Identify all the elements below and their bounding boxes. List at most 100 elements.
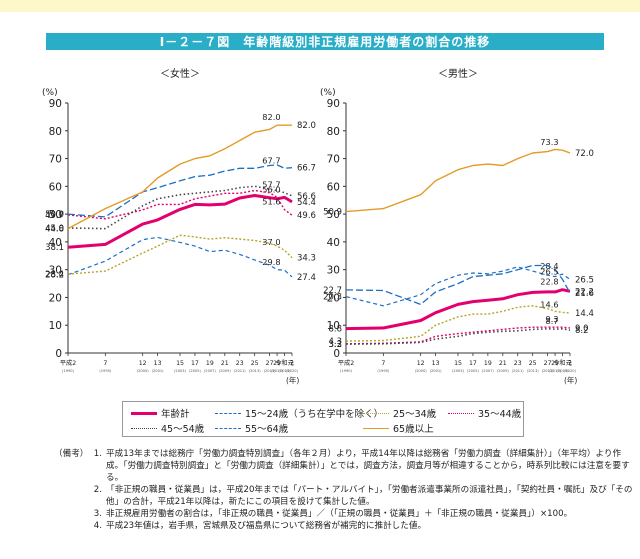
panel1-series-line-5 <box>345 264 571 306</box>
panel0-x-tick-label: 17 <box>191 360 199 367</box>
panel1-series-line-0 <box>345 288 571 331</box>
note-head <box>54 484 88 508</box>
note-text: 平成13年までは総務庁「労働力調査特別調査」（各年２月）より，平成14年以降は総… <box>106 449 630 483</box>
panel0-y-tick-label: 50 <box>49 209 62 221</box>
panel0-series-line-4 <box>67 185 293 230</box>
panel0-series-line-2 <box>67 234 293 275</box>
panel1-x-tick-label: 13 <box>432 360 440 367</box>
panel1-y-tick-label: 90 <box>327 98 340 110</box>
panel1-x-tick-label: 29 <box>551 360 559 367</box>
panel0-series-mid-label-6: 82.0 <box>262 112 280 122</box>
panel0-x-tick-label: 15 <box>176 360 184 367</box>
panel0-y-tick-label: 40 <box>49 237 62 249</box>
panel1-series-end-label-3: 9.0 <box>575 324 589 334</box>
panel0-series-start-label-4: 45.0 <box>45 224 64 234</box>
note-number: 4. <box>93 521 102 531</box>
panel1-y-tick-label: 10 <box>327 320 340 332</box>
panel1-x-unit: (年) <box>564 375 577 385</box>
panel0-series-mid-label-2: 37.0 <box>262 237 280 247</box>
panel0-x-tick-sublabel: (1990) <box>62 369 75 373</box>
panel1-series-line-4 <box>345 327 571 345</box>
panel1-y-unit: (%) <box>320 88 336 98</box>
panel1-x-tick-sublabel: (2011) <box>512 369 525 373</box>
panel0-y-tick-label: 30 <box>49 265 62 277</box>
legend-item: 25～34歳 <box>363 406 436 420</box>
panel0-y-tick-label: 90 <box>49 98 62 110</box>
panel1-x-tick-label: 平成2 <box>338 359 354 367</box>
panel1-y-tick-label: 30 <box>327 265 340 277</box>
legend-item: 35～44歳 <box>448 406 521 420</box>
panel1-x-tick-sublabel: (2020) <box>564 369 577 373</box>
panel1-x-tick-label: 7 <box>381 360 385 367</box>
panel1-series-start-label-1: 20.3 <box>323 293 342 303</box>
panel0-y-tick-label: 0 <box>55 348 62 360</box>
panel1-series-mid-label-3: 9.3 <box>546 314 559 324</box>
panel1-x-tick-label: 令和元 <box>553 359 572 367</box>
panel1-x-tick-sublabel: (2001) <box>430 369 443 373</box>
panel1-x-tick-sublabel: (1990) <box>340 369 353 373</box>
panel0-y-tick-label: 10 <box>49 320 62 332</box>
panel0-series-line-0 <box>67 194 293 249</box>
panel0-series-line-1 <box>67 236 293 278</box>
panel1-x-tick-label: 19 <box>484 360 492 367</box>
panel1-x-tick-sublabel: (1995) <box>377 369 390 373</box>
legend-item: 年齢計 <box>131 406 190 420</box>
panel0-series-end-label-1: 27.4 <box>297 273 316 283</box>
panel0-x-tick-label: 2 <box>290 360 294 367</box>
note-number: 1. <box>93 449 102 459</box>
panel1-series-line-3 <box>345 326 571 345</box>
panel1-x-tick-sublabel: (2013) <box>527 369 540 373</box>
legend-swatch <box>131 411 157 415</box>
notes-block: （備考） 1. 平成13年までは総務庁「労働力調査特別調査」（各年２月）より，平成1… <box>54 448 634 532</box>
panel0-x-tick-label: 25 <box>251 360 259 367</box>
panel0-x-tick-sublabel: (2017) <box>271 369 284 373</box>
panel1-series-mid-label-2: 14.6 <box>540 299 558 309</box>
panel1-x-tick-label: 12 <box>417 360 425 367</box>
panel1-x-tick-label: 15 <box>454 360 462 367</box>
note-number: 2. <box>93 485 102 495</box>
panel0-series-mid-label-3: 51.6 <box>262 197 280 207</box>
panel0-x-tick-label: 29 <box>273 360 281 367</box>
panel1-series-end-label-2: 14.4 <box>575 309 594 319</box>
panel0-x-tick-label: 令和元 <box>275 359 294 367</box>
panel1-x-tick-sublabel: (2009) <box>497 369 510 373</box>
note-row: 4. 平成23年値は，岩手県，宮城県及び福島県について総務省が補完的に推計した値。 <box>54 520 634 532</box>
panel1-y-tick-label: 80 <box>327 126 340 138</box>
panel0-series-start-label-1: 28.2 <box>45 271 64 281</box>
legend-swatch <box>215 427 241 429</box>
panel0-series-start-label-3: 49.7 <box>45 211 64 221</box>
panel1-series-line-1 <box>345 266 571 307</box>
panel0-x-tick-label: 12 <box>139 360 147 367</box>
note-row: （備考） 1. 平成13年までは総務庁「労働力調査特別調査」（各年２月）より，平成1… <box>54 448 634 484</box>
panel0-series-mid-label-4: 57.7 <box>262 180 280 190</box>
panel0-series-end-label-3: 49.6 <box>297 211 316 221</box>
note-text: 平成23年値は，岩手県，宮城県及び福島県について総務省が補完的に推計した値。 <box>106 521 427 531</box>
note-row: 3. 非正規雇用労働者の割合は，「非正規の職員・従業員」／（「正規の職員・従業員」… <box>54 508 634 520</box>
panel0-x-tick-sublabel: (2009) <box>219 369 232 373</box>
figure-title-bar: Ⅰ－２－７図 年齢階級別非正規雇用労働者の割合の推移 <box>46 33 604 50</box>
panel0-series-start-label-2: 28.4 <box>45 270 64 280</box>
legend: 年齢計 15～24歳（うち在学中を除く） 25～34歳 35～44歳 45～54歳 55～… <box>122 401 524 437</box>
panel1-x-tick-label: 23 <box>514 360 522 367</box>
panel0-x-tick-sublabel: (1995) <box>99 369 112 373</box>
legend-swatch <box>363 412 389 414</box>
panel1-y-tick-label: 60 <box>327 181 340 193</box>
panel0-x-tick-label: 23 <box>236 360 244 367</box>
panel1-x-tick-sublabel: (2005) <box>467 369 480 373</box>
panel1-x-tick-label: 25 <box>529 360 537 367</box>
panel1-y-tick-label: 70 <box>327 154 340 166</box>
panel1-series-mid-label-6: 73.3 <box>540 137 558 147</box>
legend-swatch <box>363 427 389 429</box>
panel1-series-start-label-0: 8.8 <box>328 325 342 335</box>
panel0-x-tick-sublabel: (2001) <box>152 369 165 373</box>
panel0-series-end-label-2: 34.3 <box>297 254 316 264</box>
panel1-series-start-label-6: 50.9 <box>323 208 342 218</box>
note-number: 3. <box>93 509 102 519</box>
panel1-series-mid-label-0: 22.8 <box>540 277 558 287</box>
panel1-y-tick-label: 40 <box>327 237 340 249</box>
panel0-series-start-label-6: 44.8 <box>45 225 64 235</box>
legend-label: 45～54歳 <box>161 424 205 435</box>
panel1-series-end-label-4: 8.2 <box>575 326 589 336</box>
panel1-series-end-label-1: 26.5 <box>575 275 594 285</box>
panel0-y-tick-label: 70 <box>49 154 62 166</box>
